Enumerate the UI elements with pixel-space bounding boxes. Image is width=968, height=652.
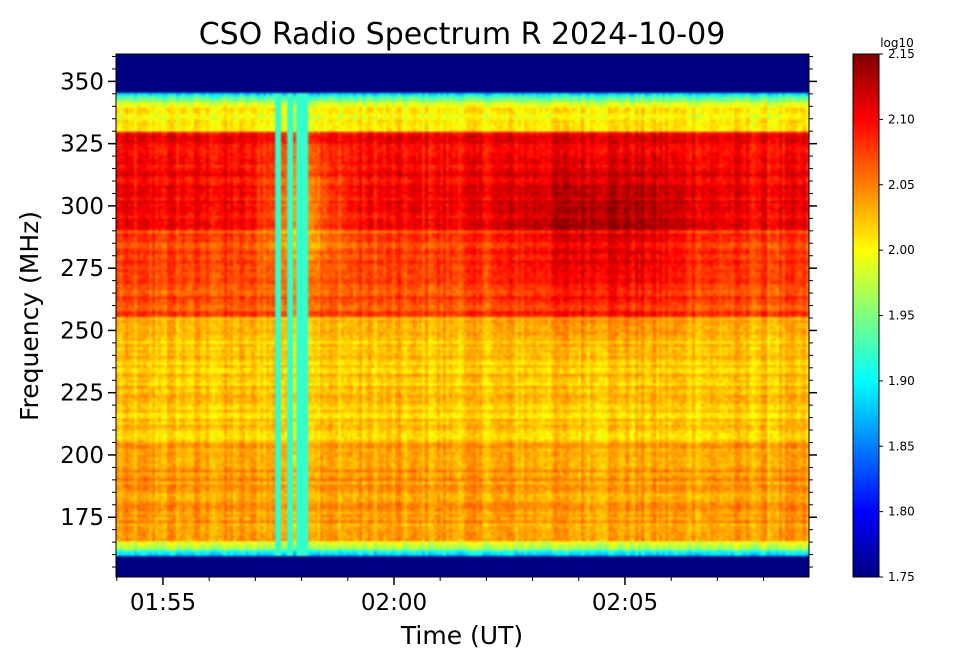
- colorbar-tick-label: 2.05: [888, 178, 915, 192]
- colorbar-tick-label: 1.75: [888, 570, 915, 584]
- y-tick-label: 300: [60, 194, 104, 220]
- plot-frame: [115, 53, 810, 578]
- colorbar-tick-label: 1.90: [888, 374, 915, 388]
- spectrum-heatmap: [116, 54, 809, 577]
- x-axis-label: Time (UT): [400, 621, 523, 650]
- y-tick-label: 275: [60, 256, 104, 282]
- x-tick-label: 01:55: [130, 590, 196, 616]
- y-tick-label: 325: [60, 132, 104, 158]
- y-tick-label: 200: [60, 443, 104, 469]
- colorbar-tick-label: 1.85: [888, 439, 915, 453]
- y-tick-label: 350: [60, 69, 104, 95]
- y-tick-label: 225: [60, 381, 104, 407]
- colorbar: log10 1.75 1.80 1.85 1.90 1.95 2.00 2.05 2.10 2.…: [852, 36, 915, 584]
- y-tick-label: 250: [60, 318, 104, 344]
- x-tick-label: 02:00: [361, 590, 427, 616]
- plot-area: [115, 53, 810, 578]
- colorbar-tick-label: 1.80: [888, 505, 915, 519]
- y-axis-label: Frequency (MHz): [15, 211, 44, 421]
- colorbar-tick-label: 1.95: [888, 309, 915, 323]
- colorbar-gradient: [852, 53, 880, 578]
- chart-title: CSO Radio Spectrum R 2024-10-09: [199, 17, 726, 52]
- colorbar-tick-label: 2.00: [888, 243, 915, 257]
- colorbar-tick-label: 2.10: [888, 112, 915, 126]
- colorbar-ticks: 1.75 1.80 1.85 1.90 1.95 2.00 2.05 2.10 2.15: [879, 47, 915, 584]
- colorbar-label: log10: [880, 36, 914, 50]
- x-axis: 01:55 02:00 02:05: [116, 577, 765, 616]
- x-tick-label: 02:05: [592, 590, 658, 616]
- y-axis: 175 200 225 250 275 300 325 350: [60, 55, 817, 568]
- colorbar-tick-label: 2.15: [888, 47, 915, 61]
- y-tick-label: 175: [60, 505, 104, 531]
